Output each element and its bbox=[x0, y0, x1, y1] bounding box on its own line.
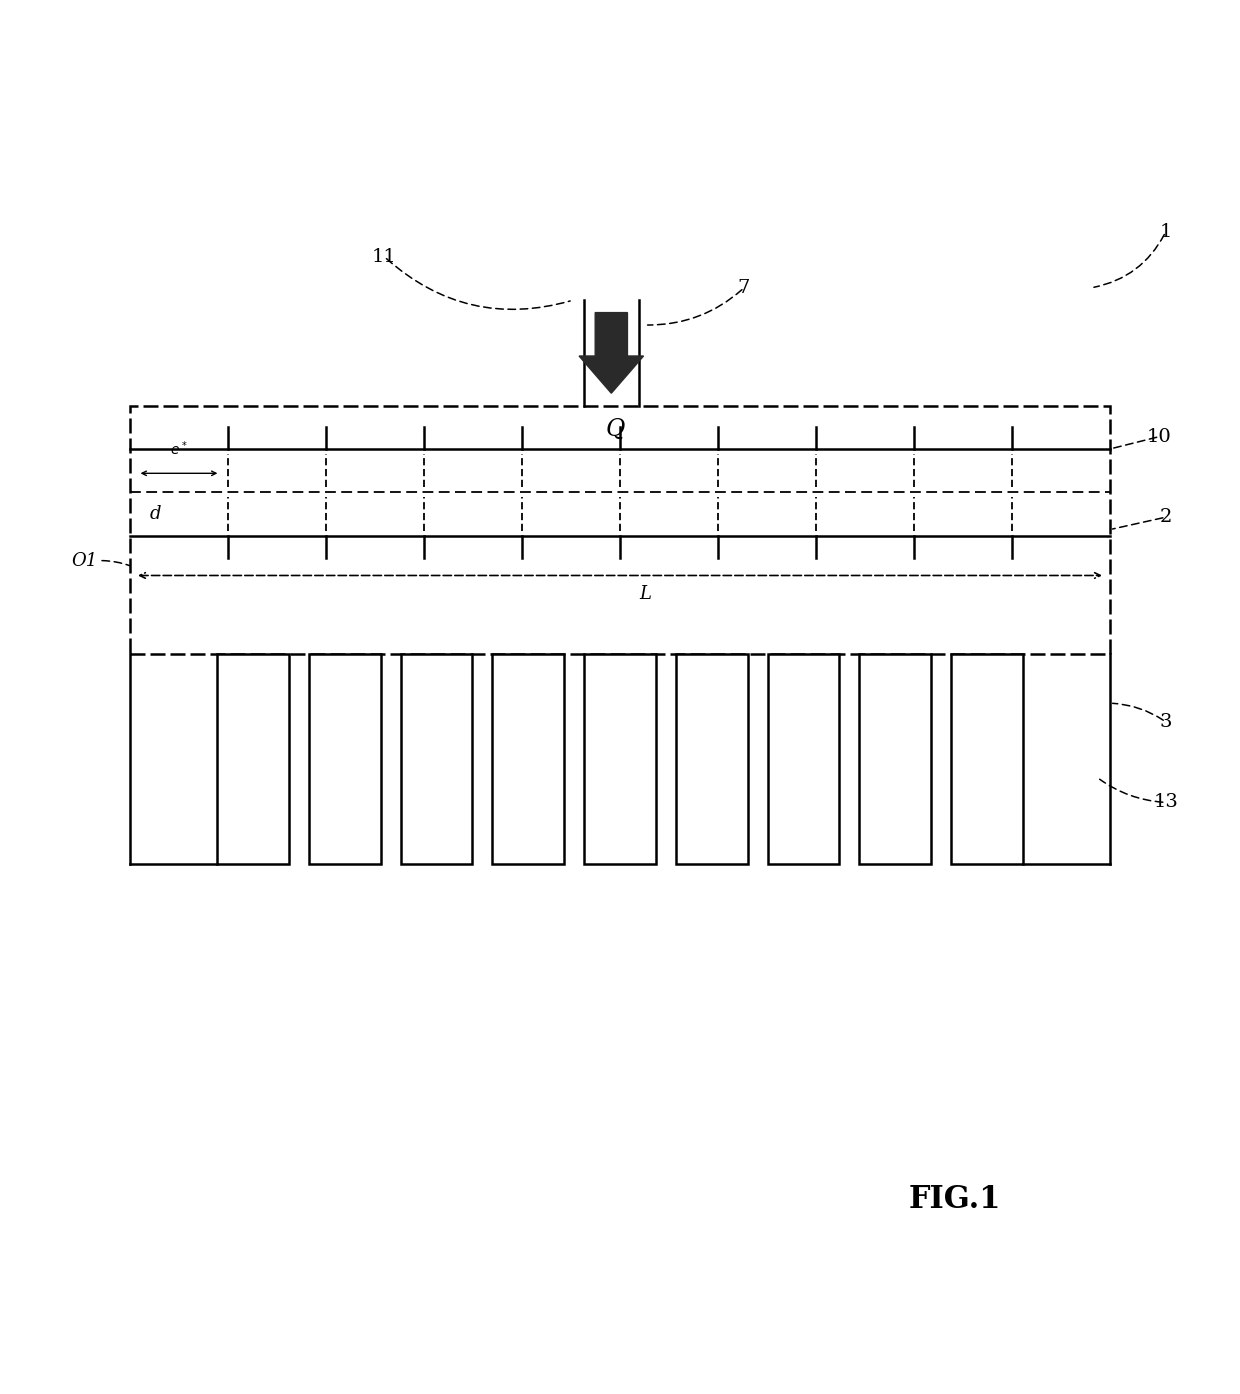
Text: d: d bbox=[150, 506, 161, 523]
Text: $e^*$: $e^*$ bbox=[170, 441, 187, 459]
Bar bbox=[676, 654, 748, 864]
Bar bbox=[951, 654, 1023, 864]
Bar bbox=[217, 654, 289, 864]
Text: FIG.1: FIG.1 bbox=[909, 1184, 1001, 1214]
Text: 13: 13 bbox=[1153, 793, 1178, 811]
Text: 2: 2 bbox=[1159, 509, 1172, 526]
Bar bbox=[492, 654, 564, 864]
Text: O1: O1 bbox=[71, 552, 98, 570]
Bar bbox=[584, 654, 656, 864]
Text: 10: 10 bbox=[1147, 428, 1172, 446]
Text: 7: 7 bbox=[738, 279, 750, 297]
Text: 11: 11 bbox=[372, 248, 397, 266]
Text: 3: 3 bbox=[1159, 712, 1172, 730]
Text: 1: 1 bbox=[1159, 223, 1172, 241]
Bar bbox=[130, 406, 1110, 654]
FancyArrow shape bbox=[579, 312, 644, 393]
Bar bbox=[768, 654, 839, 864]
Text: L: L bbox=[639, 585, 651, 604]
Text: Q: Q bbox=[605, 418, 625, 441]
Bar bbox=[401, 654, 472, 864]
Bar bbox=[309, 654, 381, 864]
Bar bbox=[859, 654, 931, 864]
